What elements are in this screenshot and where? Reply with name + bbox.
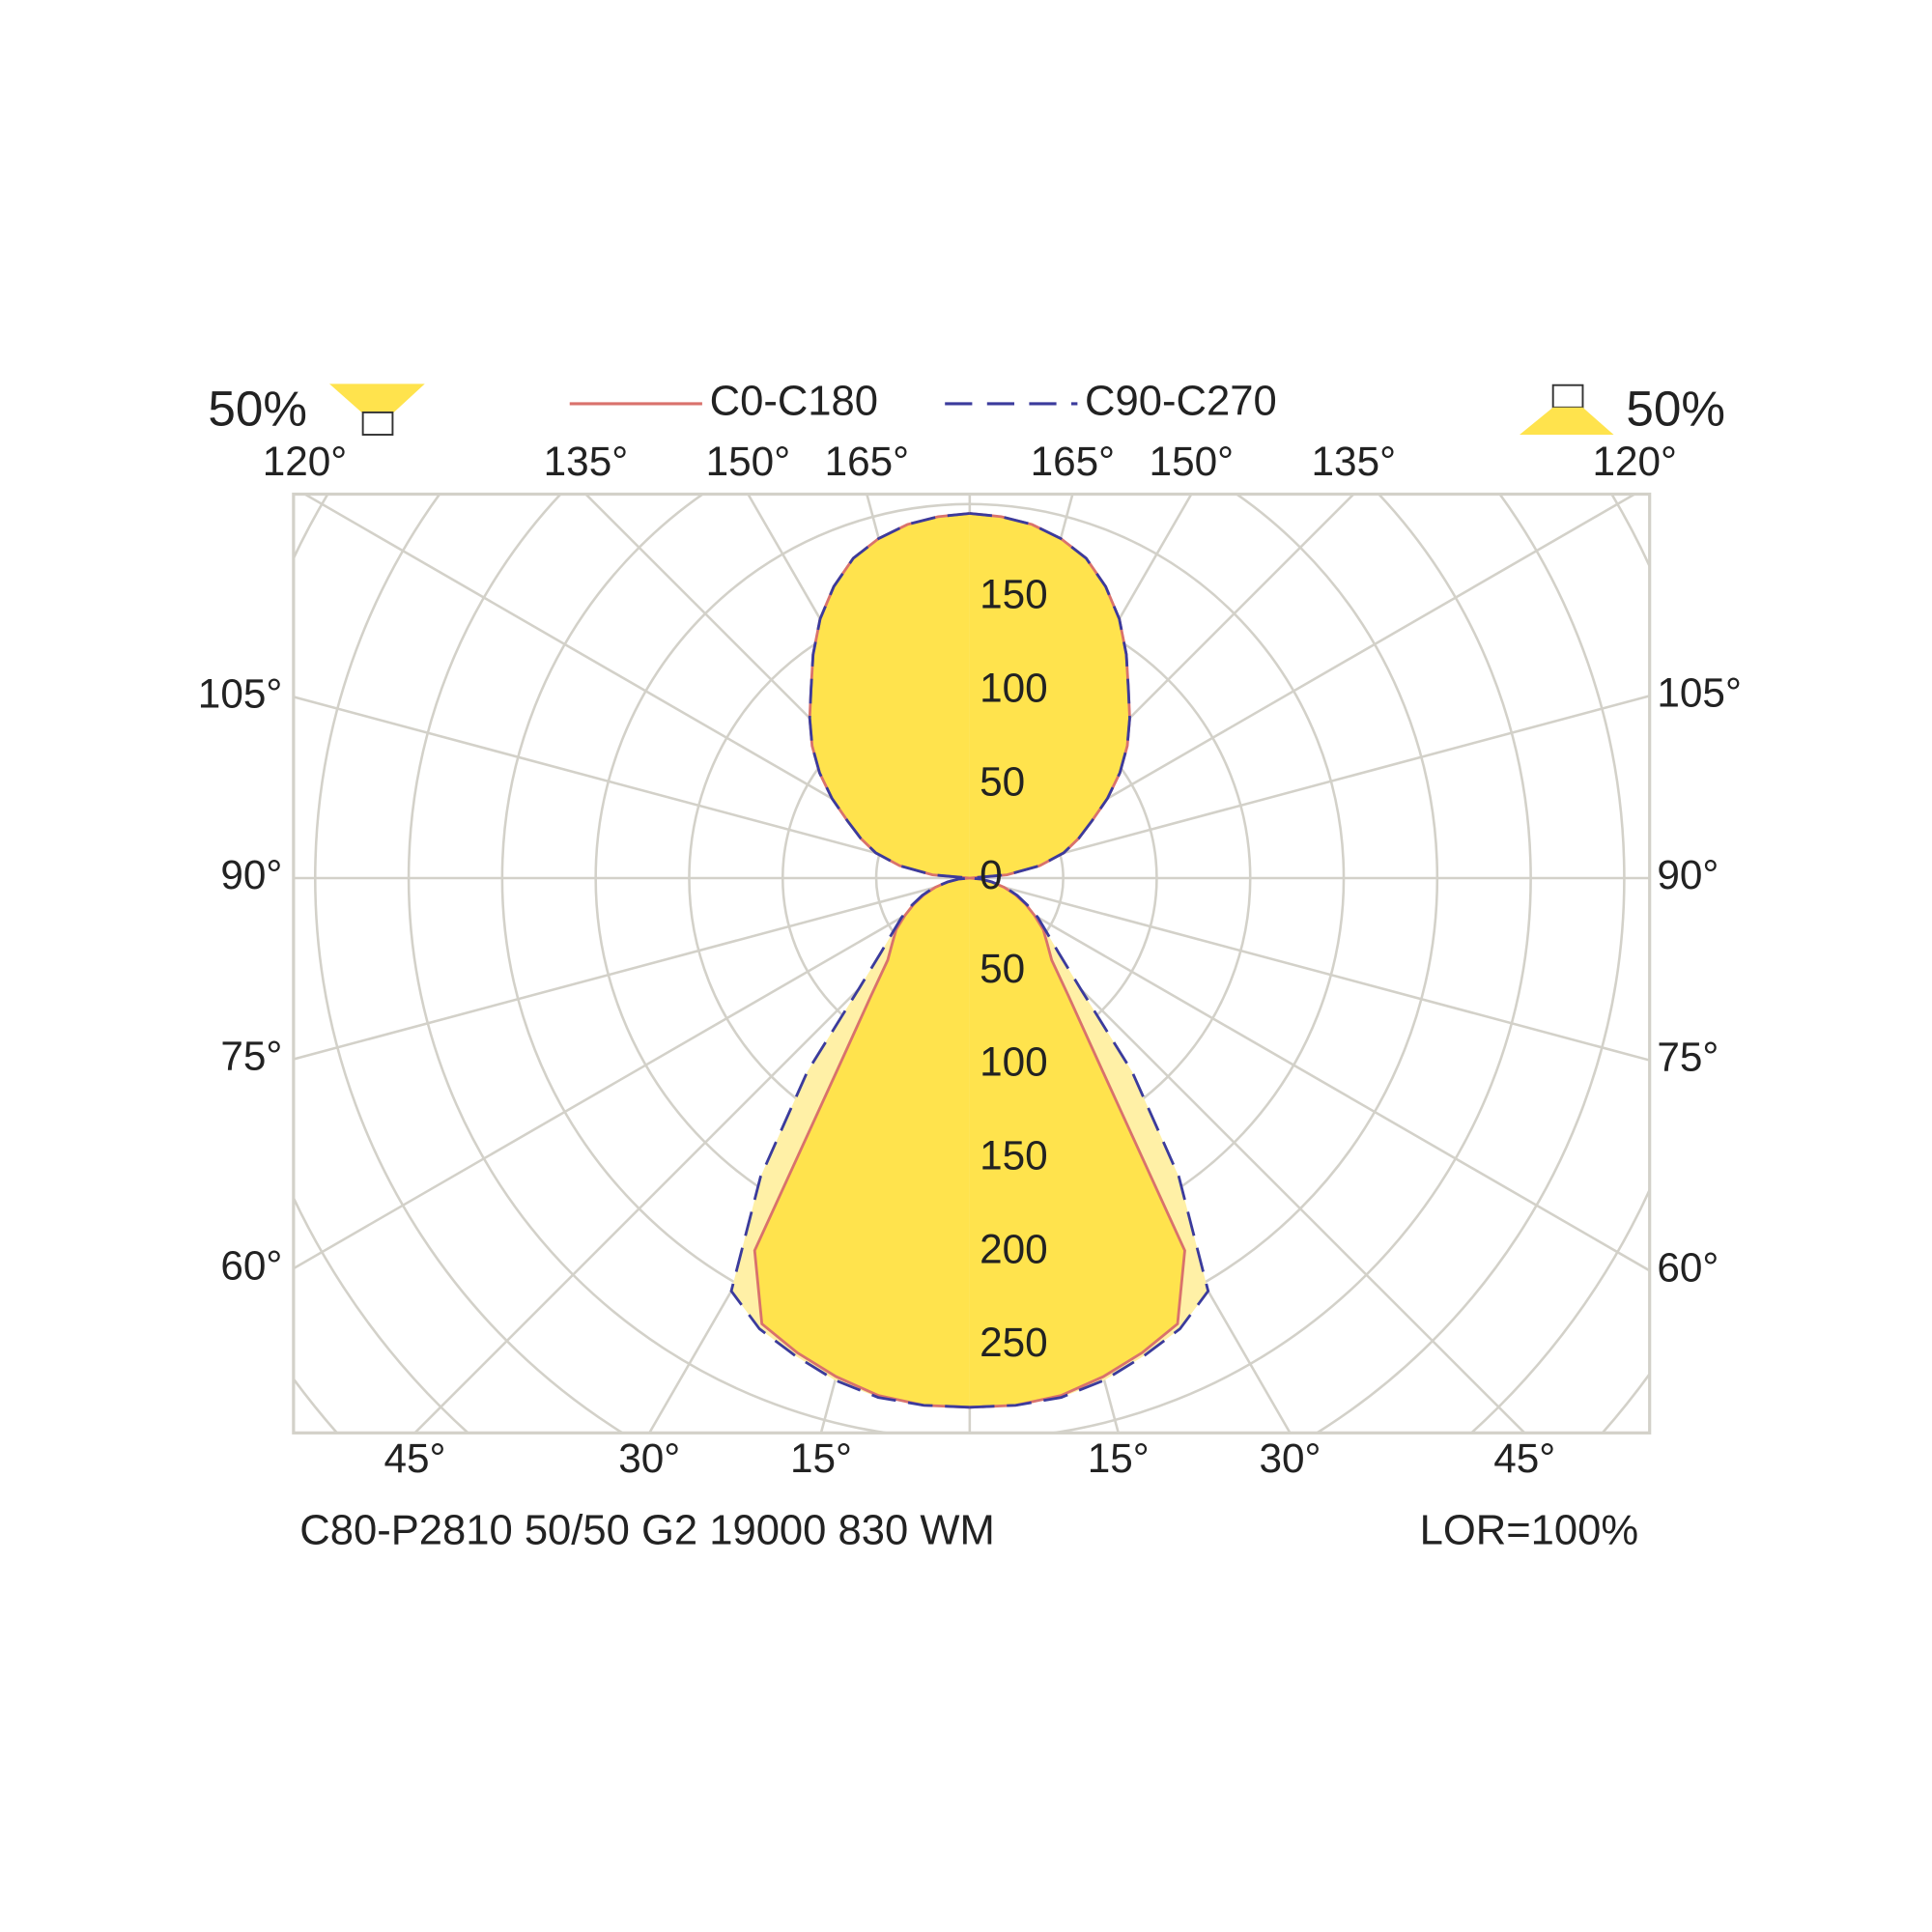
angle-label: 15° (790, 1435, 852, 1481)
grid-spoke (969, 876, 1650, 1062)
angle-label: 90° (1657, 852, 1719, 897)
luminaire-icon (1551, 384, 1584, 409)
angle-label: 120° (263, 439, 347, 484)
angle-label: 60° (1657, 1245, 1719, 1291)
series-fill (754, 513, 970, 1407)
luminaire-icon (361, 411, 394, 436)
legend-label: C90-C270 (1085, 378, 1277, 424)
upward-flux: 50% (1626, 381, 1725, 436)
angle-label: 150° (1150, 439, 1235, 484)
legend-label: C0-C180 (710, 378, 878, 424)
angle-label: 165° (825, 439, 909, 484)
angle-label: 15° (1088, 1435, 1150, 1481)
labels: 15° 15° 30° 30° 45° 45° 60° 60° 75° 75° 90° 90° 105°… (198, 439, 1742, 1481)
r-tick-label: 150 (980, 1133, 1048, 1179)
series-fill (969, 513, 1185, 1407)
series-line (969, 512, 1210, 1409)
downlight-icon (329, 384, 425, 412)
r-tick-label: 200 (980, 1226, 1048, 1271)
angle-label: 75° (1657, 1035, 1719, 1080)
angle-label: 105° (198, 671, 283, 717)
lor: LOR=100% (1420, 1508, 1639, 1554)
angle-label: 90° (220, 852, 282, 897)
frame (292, 492, 1652, 1435)
r-tick-label: 50 (980, 946, 1025, 991)
grid-spoke (293, 696, 971, 880)
uplight-icon (1520, 407, 1614, 435)
grid-spoke (293, 876, 971, 1270)
r-tick-label: 150 (980, 572, 1048, 617)
r-tick-label: 100 (980, 1039, 1048, 1085)
angle-label: 45° (1493, 1435, 1555, 1481)
angle-label: 30° (1259, 1435, 1321, 1481)
lines (729, 512, 1210, 1409)
grid-spoke (969, 876, 1650, 1272)
r-tick-label: 250 (980, 1320, 1048, 1365)
r-tick-label: 0 (980, 852, 1003, 897)
angle-label: 30° (618, 1435, 680, 1481)
luminaire-name: C80-P2810 50/50 G2 19000 830 WM (299, 1508, 995, 1554)
r-tick-label: 50 (980, 758, 1025, 804)
downward-flux: 50% (208, 381, 307, 436)
angle-label: 120° (1592, 439, 1677, 484)
angle-label: 45° (384, 1435, 446, 1481)
angle-label: 60° (220, 1242, 282, 1288)
angle-label: 150° (706, 439, 791, 484)
r-tick-label: 100 (980, 666, 1048, 711)
grid-spoke (293, 876, 971, 1061)
angle-label: 135° (1312, 439, 1397, 484)
angle-label: 75° (220, 1034, 282, 1079)
angle-label: 105° (1657, 670, 1742, 716)
grid-spoke (969, 695, 1650, 880)
angle-label: 135° (544, 439, 629, 484)
fills (731, 513, 1208, 1407)
angle-label: 165° (1031, 439, 1116, 484)
series-line (729, 512, 970, 1409)
